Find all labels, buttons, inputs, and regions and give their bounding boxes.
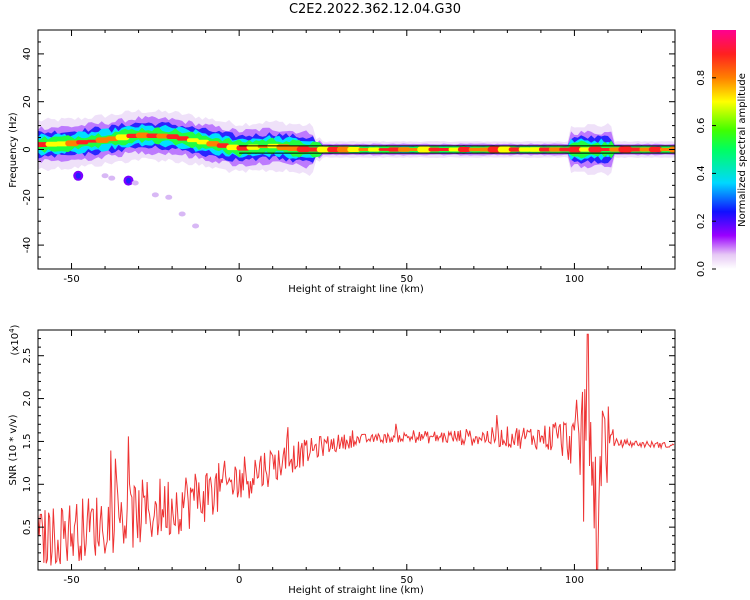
y-tick-label: -20	[22, 189, 33, 205]
chart-title: C2E2.2022.362.12.04.G30	[288, 2, 462, 17]
spectrogram-blob	[192, 223, 200, 229]
snr-series-line	[38, 333, 675, 570]
y-tick-label: 1.0	[22, 476, 33, 492]
x-tick-label: -50	[63, 274, 79, 285]
y-tick-label: 40	[22, 48, 33, 61]
y-tick-label: 2.0	[22, 391, 33, 407]
colorbar-tick-label: 0.4	[696, 165, 707, 181]
spectrogram-x-axis-label: Height of straight line (km)	[288, 284, 424, 295]
y-tick-label: -40	[22, 237, 33, 253]
snr-y-axis-label: SNR (10 * v/v)	[8, 414, 19, 485]
y-tick-label: 20	[22, 95, 33, 108]
snr-panel: -50 0 50 100 0.5 1.0 1.5 2.0 2.5 Height of strai…	[8, 324, 676, 596]
y-tick-label: 0.5	[22, 519, 33, 535]
x-tick-label: 50	[400, 575, 413, 586]
colorbar-tick-label: 0.2	[696, 213, 707, 229]
y-tick-label: 2.5	[22, 348, 33, 364]
colorbar-label: Normalized spectral amplitude	[737, 73, 748, 227]
x-tick-label: 50	[400, 274, 413, 285]
spectrogram-blob-core	[75, 172, 81, 179]
spectrogram-blob	[108, 175, 116, 181]
x-tick-label: 0	[236, 575, 242, 586]
x-tick-label: 100	[565, 274, 584, 285]
spectrogram-blob	[131, 180, 139, 186]
snr-x-axis-label: Height of straight line (km)	[288, 585, 424, 596]
colorbar-tick-label: 0.8	[696, 70, 707, 86]
x-tick-label: -50	[63, 575, 79, 586]
spectrogram-y-axis-label: Frequency (Hz)	[8, 112, 19, 188]
spectrogram-blob	[151, 192, 159, 198]
y-tick-label: 0	[22, 146, 33, 152]
snr-exponent-label: (x104)	[8, 324, 21, 355]
x-tick-label: 0	[236, 274, 242, 285]
spectrogram-panel: -50 0 50 100 -40 -20 0 20 40 Height of straight …	[8, 29, 676, 295]
y-tick-label: 1.5	[22, 433, 33, 449]
spectrogram-blob	[165, 194, 173, 200]
colorbar-tick-label: 0.0	[696, 261, 707, 277]
spectrogram-blob	[178, 211, 186, 217]
colorbar-tick-label: 0.6	[696, 118, 707, 134]
colorbar: 0.0 0.2 0.4 0.6 0.8 Normalized spectral ampl…	[696, 30, 748, 277]
spectrogram-blob-core	[126, 177, 132, 184]
colorbar-gradient	[712, 30, 736, 269]
x-tick-label: 100	[565, 575, 584, 586]
spectrogram-blob	[101, 173, 109, 179]
